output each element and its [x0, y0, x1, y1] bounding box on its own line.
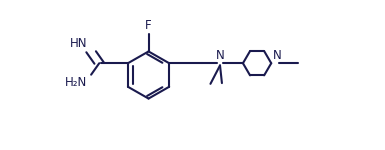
Text: HN: HN [70, 37, 87, 50]
Text: N: N [273, 49, 282, 62]
Text: F: F [145, 19, 152, 32]
Text: N: N [216, 49, 224, 62]
Text: H₂N: H₂N [65, 76, 87, 89]
